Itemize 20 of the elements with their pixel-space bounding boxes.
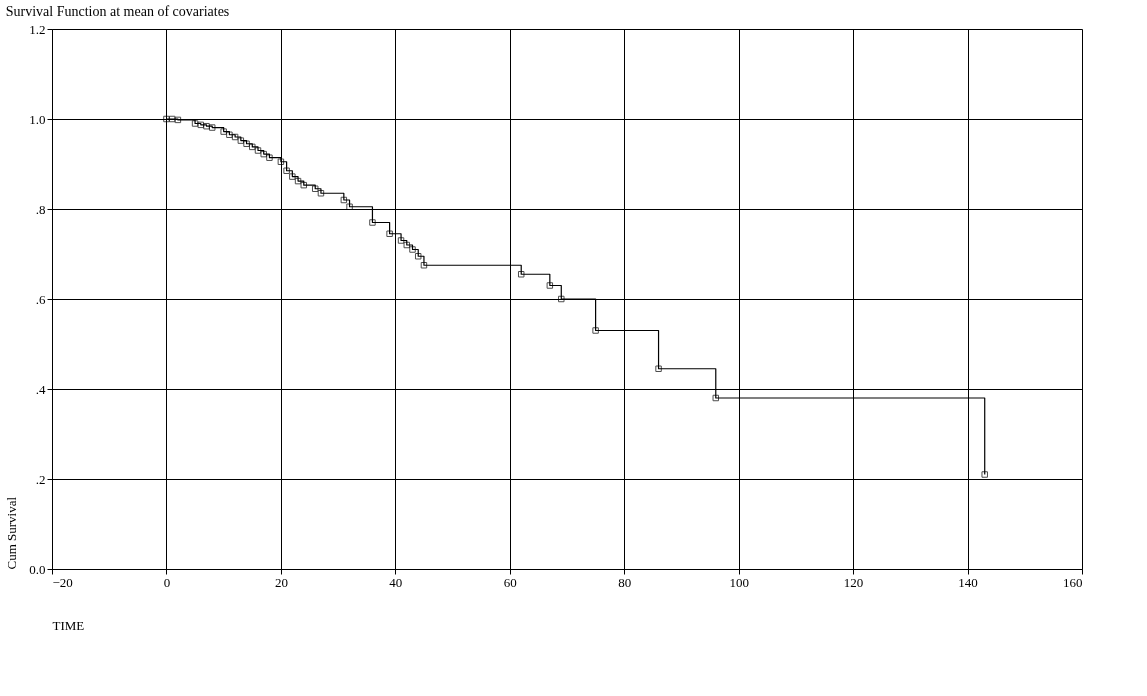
y-tick-label: 1.2 [29, 21, 46, 37]
y-tick-label: 0.0 [29, 561, 46, 577]
x-tick-label: 100 [729, 574, 749, 590]
x-tick-label: 40 [389, 574, 403, 590]
y-tick-label: .6 [35, 291, 46, 307]
chart-title: Survival Function at mean of covariates [5, 4, 230, 19]
x-axis-title: TIME [52, 617, 85, 633]
x-tick-label: 160 [1063, 574, 1083, 590]
y-tick-label: .4 [35, 381, 46, 397]
x-tick-label: 60 [503, 574, 517, 590]
y-tick-label: .2 [35, 471, 46, 487]
y-axis-title: Cum Survival [4, 496, 20, 570]
y-tick-label: 1.0 [29, 111, 46, 127]
x-tick-label: 20 [274, 574, 288, 590]
x-tick-label: 80 [618, 574, 632, 590]
x-tick-label: 140 [958, 574, 978, 590]
x-tick-label: 0 [163, 574, 171, 590]
y-tick-label: .8 [35, 201, 46, 217]
x-tick-label: 120 [843, 574, 864, 590]
x-tick-label: −20 [52, 574, 73, 590]
